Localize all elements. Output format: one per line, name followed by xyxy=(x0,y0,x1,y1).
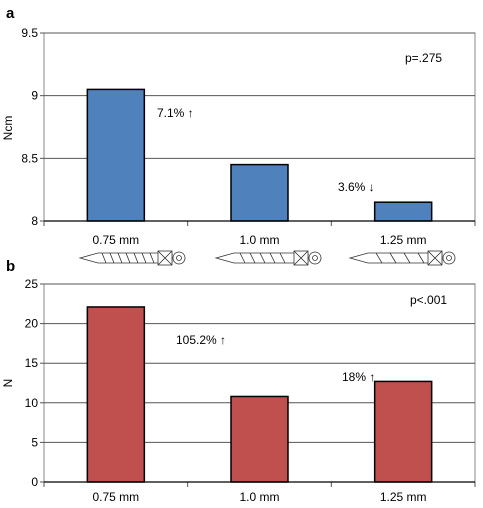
x-tick-label-a-1: 1.0 mm xyxy=(239,233,279,247)
y-tick-label-a-2: 9 xyxy=(31,89,38,103)
stat-label-a: p=.275 xyxy=(405,51,442,65)
bar-b-1 xyxy=(230,395,289,483)
x-tick-label-b-2: 1.25 mm xyxy=(380,490,427,504)
annotation-b-0: 105.2% ↑ xyxy=(176,333,226,347)
bar-a-2 xyxy=(373,201,433,222)
y-tick-label-a-1: 8.5 xyxy=(21,151,38,165)
y-axis-label-b: N xyxy=(1,379,15,388)
bar-a-1 xyxy=(230,163,289,222)
y-tick-label-b-5: 25 xyxy=(25,277,39,291)
bar-b-2 xyxy=(373,380,433,483)
x-tick-label-a-2: 1.25 mm xyxy=(380,233,427,247)
bar-a-0 xyxy=(86,88,146,222)
y-tick-label-b-4: 20 xyxy=(25,317,39,331)
x-tick-label-b-0: 0.75 mm xyxy=(92,490,139,504)
x-tick-labels-b: 0.75 mm 1.0 mm 1.25 mm xyxy=(92,490,426,504)
panel-label-a: a xyxy=(6,5,15,22)
bars-b xyxy=(86,306,433,483)
y-axis-label-a: Ncm xyxy=(1,116,15,141)
baseline-a xyxy=(43,220,476,226)
annotation-a-0: 7.1% ↑ xyxy=(157,106,194,120)
y-tick-label-a-3: 9.5 xyxy=(21,26,38,40)
y-tick-labels-a: 8 8.5 9 9.5 xyxy=(21,26,38,228)
screw-1.0-icon xyxy=(214,250,322,266)
y-tick-label-b-0: 0 xyxy=(31,475,38,489)
bars-a xyxy=(86,88,433,222)
screw-0.75-icon xyxy=(78,250,186,266)
y-tick-label-b-3: 15 xyxy=(25,356,39,370)
baseline-b xyxy=(43,481,476,487)
y-tick-label-b-1: 5 xyxy=(31,435,38,449)
annotation-a-1: 3.6% ↓ xyxy=(338,180,375,194)
stat-label-b: p<.001 xyxy=(410,293,447,307)
y-tick-label-a-0: 8 xyxy=(31,214,38,228)
y-tick-labels-b: 0 5 10 15 20 25 xyxy=(25,277,39,489)
bar-b-0 xyxy=(86,306,146,483)
annotation-b-1: 18% ↑ xyxy=(342,370,375,384)
x-tick-labels-a: 0.75 mm 1.0 mm 1.25 mm xyxy=(92,233,426,247)
panel-label-b: b xyxy=(6,258,15,275)
panel-a: a 8 8.5 9 9.5 Ncm p=.275 7.1% ↑ 3.6% ↓ 0.75… xyxy=(1,5,476,266)
x-tick-label-a-0: 0.75 mm xyxy=(92,233,139,247)
screw-1.25-icon xyxy=(348,250,456,266)
x-tick-label-b-1: 1.0 mm xyxy=(239,490,279,504)
panel-b: b 0 5 10 15 20 25 N p<.001 105.2% ↑ 18% ↑ 0.7… xyxy=(1,258,476,504)
y-tick-label-b-2: 10 xyxy=(25,396,39,410)
